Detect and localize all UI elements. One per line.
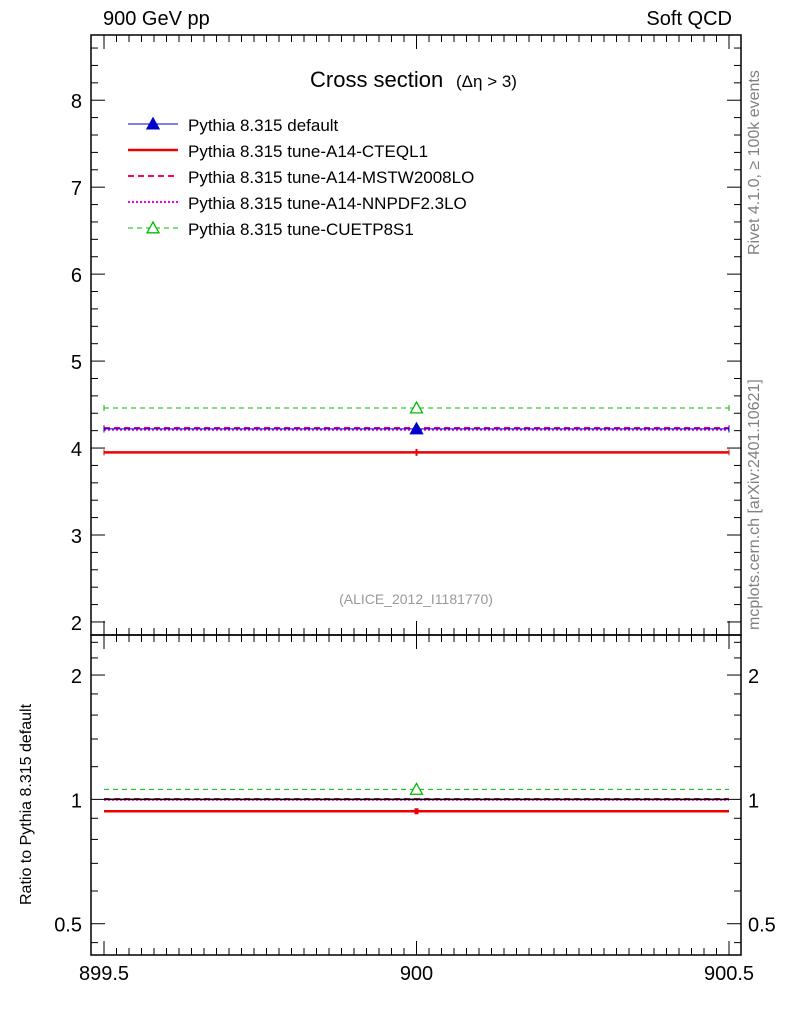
ratio-y-tick-label: 1: [71, 790, 82, 812]
main-series-marker: [409, 421, 424, 435]
legend-label: Pythia 8.315 tune-CUETP8S1: [188, 220, 414, 239]
ratio-y-tick-label: 2: [71, 666, 82, 688]
chart-title: Cross section: [310, 67, 443, 92]
ratio-series-marker: [409, 782, 424, 795]
x-tick-label: 900: [400, 963, 433, 985]
ratio-series-marker: [414, 808, 419, 815]
main-series-marker: [409, 400, 424, 414]
legend: Pythia 8.315 default Pythia 8.315 tune-A1…: [128, 116, 474, 239]
main-y-tick-label: 7: [71, 178, 82, 200]
main-y-tick-label: 6: [71, 265, 82, 287]
legend-marker: [145, 116, 161, 130]
ratio-y-tick-label-right: 0.5: [748, 915, 776, 937]
main-panel: 2 3 4 5 6 7 8 Cross section (Δη > 3) (ALICE_2012_…: [71, 34, 742, 636]
legend-label: Pythia 8.315 tune-A14-CTEQL1: [188, 142, 428, 161]
header-left: 900 GeV pp: [103, 8, 210, 30]
ratio-panel: 899.5 900 900.5 0.5 0.5 1 1 2 2: [54, 634, 776, 985]
analysis-watermark: (ALICE_2012_I1181770): [339, 591, 493, 607]
main-y-tick-label: 2: [71, 613, 82, 635]
ratio-y-tick-label-right: 2: [748, 666, 759, 688]
legend-marker: [145, 220, 161, 234]
x-tick-label: 899.5: [79, 963, 129, 985]
ratio-frame: [90, 634, 742, 956]
main-y-tick-label: 3: [71, 526, 82, 548]
main-y-tick-label: 8: [71, 91, 82, 113]
ratio-y-tick-label-right: 1: [748, 790, 759, 812]
x-tick-label: 900.5: [704, 963, 754, 985]
legend-label: Pythia 8.315 default: [188, 116, 339, 135]
main-y-tick-label: 4: [71, 439, 82, 461]
chart-title-cut: (Δη > 3): [456, 72, 517, 91]
legend-label: Pythia 8.315 tune-A14-MSTW2008LO: [188, 168, 474, 187]
main-y-tick-label: 5: [71, 352, 82, 374]
ratio-y-tick-label: 0.5: [54, 915, 82, 937]
header-right: Soft QCD: [646, 8, 732, 30]
legend-label: Pythia 8.315 tune-A14-NNPDF2.3LO: [188, 194, 467, 213]
